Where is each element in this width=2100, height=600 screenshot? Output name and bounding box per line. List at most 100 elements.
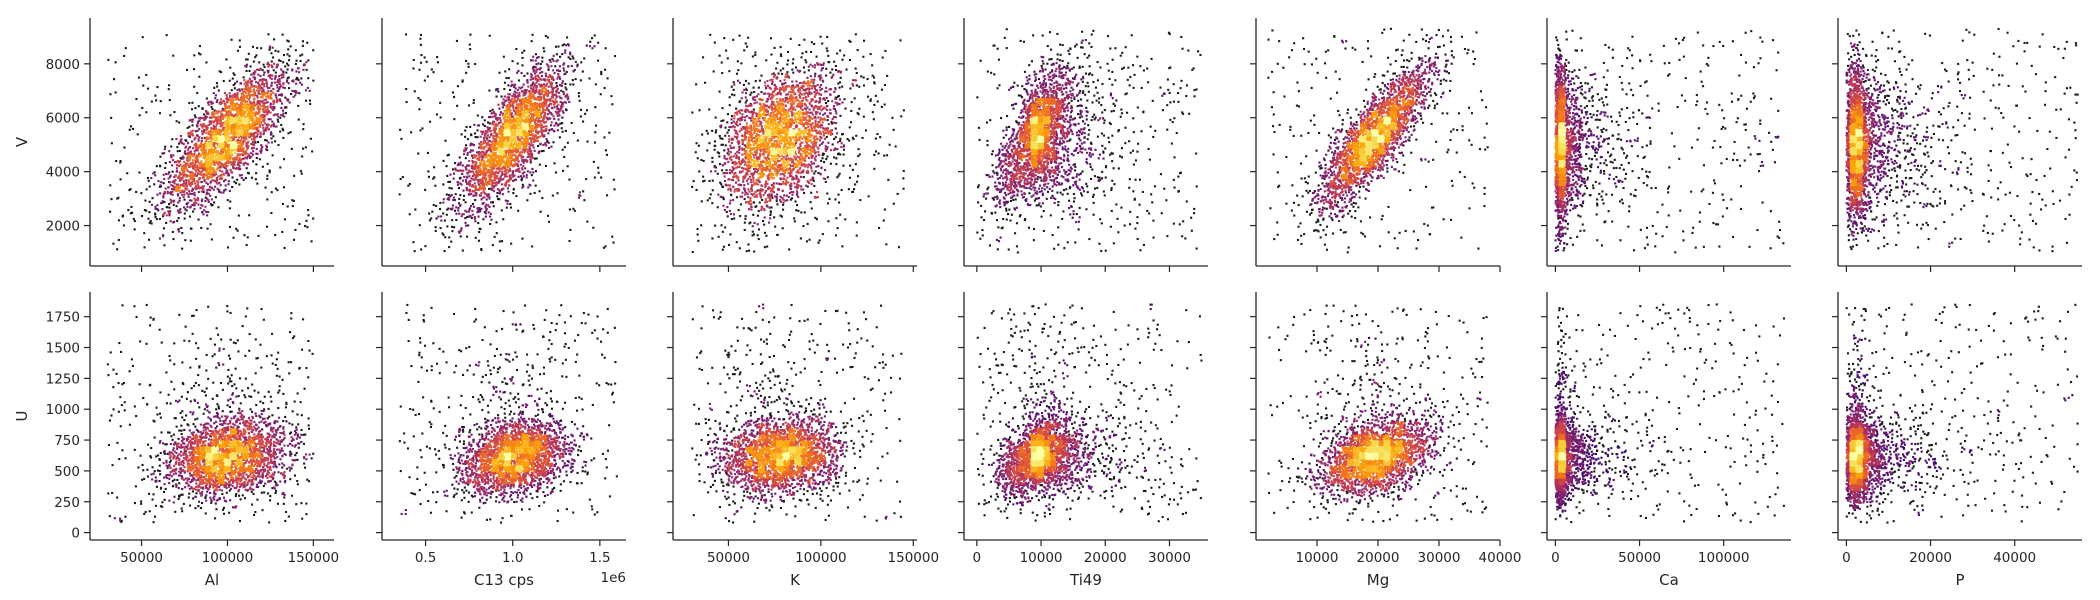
data-point [248, 156, 251, 159]
data-point [169, 210, 172, 213]
data-point [486, 126, 489, 129]
data-point [445, 165, 448, 168]
data-point [489, 134, 492, 137]
data-point [185, 209, 188, 212]
data-point [432, 204, 435, 207]
data-point [210, 150, 213, 153]
data-point [497, 90, 500, 93]
data-point [521, 167, 524, 170]
data-point [240, 103, 243, 106]
data-point [195, 144, 198, 147]
data-point [183, 160, 186, 163]
data-point [188, 215, 191, 218]
data-point [205, 210, 208, 213]
data-point [444, 236, 447, 239]
data-point [232, 236, 235, 239]
data-point [259, 96, 262, 99]
data-point [233, 128, 236, 131]
data-point [265, 139, 268, 142]
data-point [227, 154, 230, 157]
data-point [222, 153, 225, 156]
data-point [485, 131, 488, 134]
data-point [492, 110, 495, 113]
data-point [462, 198, 465, 201]
data-point [524, 91, 527, 94]
data-point [523, 151, 526, 154]
data-point [512, 188, 515, 191]
data-point [254, 104, 257, 107]
data-point [418, 68, 421, 71]
data-point [499, 119, 502, 122]
data-point [207, 170, 210, 173]
data-point [184, 139, 187, 142]
data-point [509, 88, 512, 91]
data-point [517, 175, 520, 178]
data-point [172, 203, 175, 206]
data-point [244, 115, 247, 118]
data-point [530, 174, 533, 177]
data-point [272, 69, 275, 72]
data-point [468, 169, 471, 172]
data-point [205, 97, 208, 100]
data-point [157, 180, 160, 183]
data-point [241, 149, 244, 152]
data-point [228, 140, 231, 143]
data-point [474, 132, 477, 135]
data-point [160, 181, 163, 184]
data-point [495, 95, 498, 98]
data-point [215, 180, 218, 183]
data-point [296, 67, 299, 70]
data-point [451, 225, 454, 228]
data-point [225, 58, 228, 61]
data-point [142, 84, 145, 87]
data-point [536, 131, 539, 134]
data-point [546, 140, 549, 143]
data-point [145, 209, 148, 212]
data-point [462, 189, 465, 192]
data-point [245, 86, 248, 89]
data-point [513, 85, 516, 88]
data-point [202, 146, 205, 149]
data-point [168, 84, 171, 87]
data-point [251, 80, 254, 83]
data-point [291, 69, 294, 72]
data-point [200, 190, 203, 193]
data-point [236, 164, 239, 167]
data-point [428, 219, 431, 222]
data-point [531, 33, 534, 36]
data-point [522, 161, 525, 164]
data-point [561, 80, 564, 83]
data-point [528, 146, 531, 149]
data-point [267, 33, 270, 36]
data-point [530, 150, 533, 153]
data-point [465, 186, 468, 189]
data-point [206, 169, 209, 172]
data-point [186, 68, 189, 71]
data-point [282, 61, 285, 64]
data-point [537, 139, 540, 142]
data-point [255, 152, 258, 155]
data-point [259, 88, 262, 91]
data-point [259, 107, 262, 110]
data-point [243, 122, 246, 125]
data-point [465, 144, 468, 147]
data-point [532, 179, 535, 182]
data-point [552, 101, 555, 104]
data-point [542, 78, 545, 81]
data-point [228, 125, 231, 128]
data-point [196, 164, 199, 167]
data-point [153, 171, 156, 174]
data-point [248, 154, 251, 157]
data-point [282, 83, 285, 86]
data-point [252, 126, 255, 129]
data-point [250, 125, 253, 128]
data-point [238, 110, 241, 113]
data-point [419, 33, 422, 36]
data-point [443, 250, 446, 253]
data-point [223, 109, 226, 112]
data-point [220, 157, 223, 160]
data-point [207, 211, 210, 214]
data-point [209, 140, 212, 143]
data-point [169, 154, 172, 157]
data-point [419, 99, 422, 102]
